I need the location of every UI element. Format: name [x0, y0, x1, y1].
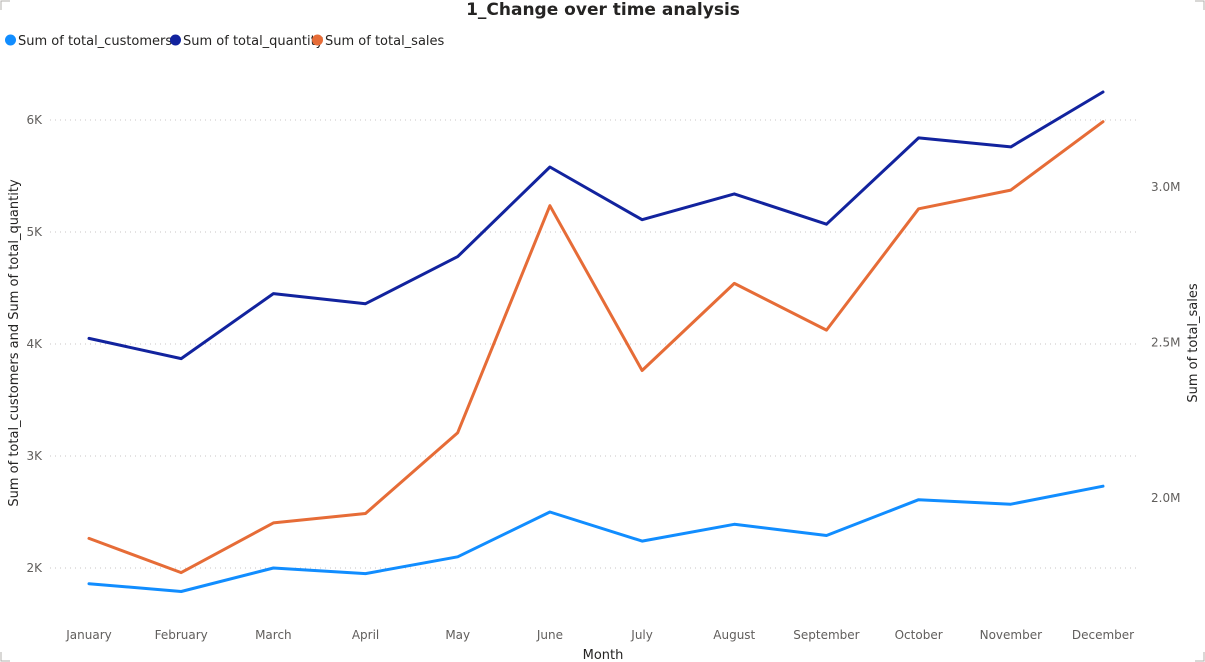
legend: Sum of total_customers Sum of total_quant… — [5, 34, 445, 49]
x-tick-label: July — [630, 628, 653, 642]
series-line-sum-of-total-sales[interactable] — [87, 120, 1105, 575]
x-axis: January February March April May June July Augu… — [65, 628, 1134, 642]
legend-label: Sum of total_quantity — [183, 34, 324, 49]
y-left-tick-label: 4K — [26, 337, 43, 351]
frame-corner-bottom-left — [0, 652, 10, 662]
x-tick-label: November — [980, 628, 1042, 642]
y-left-tick-label: 2K — [26, 561, 43, 575]
x-tick-label: September — [793, 628, 859, 642]
y-axis-right: 2.0M 2.5M 3.0M — [1151, 180, 1180, 505]
series-line-sum-of-total-customers[interactable] — [87, 484, 1105, 593]
y-left-tick-label: 6K — [26, 113, 43, 127]
series-lines — [87, 90, 1105, 593]
y-axis-left: 2K 3K 4K 5K 6K — [26, 113, 43, 575]
series-line-sum-of-total-quantity[interactable] — [87, 90, 1105, 361]
x-tick-label: March — [255, 628, 292, 642]
y-right-tick-label: 2.5M — [1151, 336, 1180, 350]
x-tick-label: October — [895, 628, 943, 642]
y-left-tick-label: 5K — [26, 225, 43, 239]
frame-corner-top-right — [1195, 0, 1205, 10]
legend-label: Sum of total_customers — [18, 34, 172, 49]
legend-label: Sum of total_sales — [325, 34, 445, 49]
y-right-tick-label: 2.0M — [1151, 491, 1180, 505]
y-axis-left-title: Sum of total_customers and Sum of total_… — [7, 179, 22, 507]
y-right-tick-label: 3.0M — [1151, 180, 1180, 194]
y-left-tick-label: 3K — [26, 449, 43, 463]
x-tick-label: January — [65, 628, 112, 642]
x-tick-label: May — [445, 628, 470, 642]
frame-corner-bottom-right — [1195, 652, 1205, 662]
x-axis-title: Month — [583, 648, 624, 662]
legend-marker — [5, 34, 16, 46]
y-axis-right-title: Sum of total_sales — [1186, 283, 1201, 403]
x-tick-label: June — [536, 628, 563, 642]
gridlines — [50, 119, 1140, 569]
x-tick-label: April — [352, 628, 379, 642]
x-tick-label: December — [1072, 628, 1134, 642]
x-tick-label: August — [713, 628, 755, 642]
legend-marker — [312, 34, 323, 46]
x-tick-label: February — [155, 628, 208, 642]
chart-title: 1_Change over time analysis — [466, 0, 740, 20]
frame-corner-top-left — [0, 0, 10, 10]
legend-marker — [170, 34, 181, 46]
